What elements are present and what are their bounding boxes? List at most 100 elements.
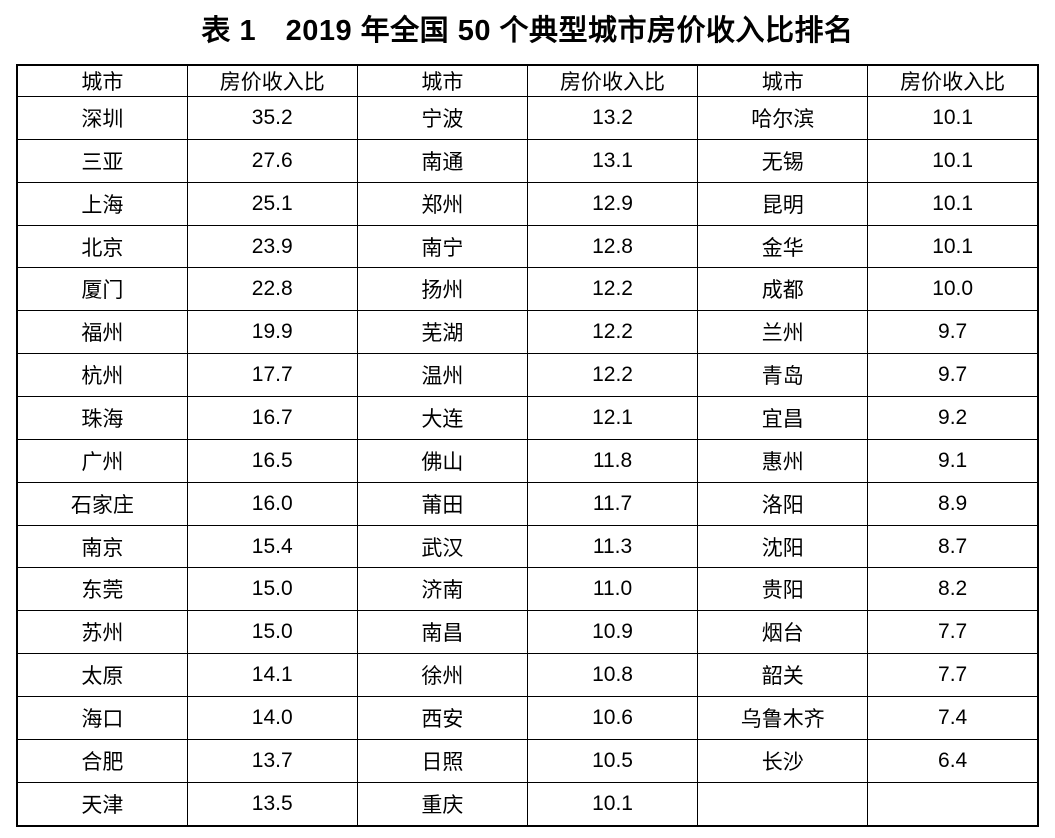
city-cell: 日照	[356, 738, 528, 783]
city-cell: 芜湖	[356, 310, 528, 355]
ratio-cell: 16.7	[186, 396, 358, 440]
city-cell: 东莞	[16, 567, 188, 612]
table-row: 东莞 15.0 济南 11.0 贵阳 8.2	[16, 567, 1039, 612]
ratio-cell: 12.8	[526, 224, 699, 269]
city-cell: 西安	[356, 696, 528, 740]
ratio-cell: 6.4	[867, 738, 1039, 783]
ratio-cell: 12.2	[526, 267, 699, 312]
ratio-cell: 10.6	[526, 696, 699, 740]
city-cell: 福州	[16, 310, 188, 355]
ratio-cell: 12.2	[526, 353, 699, 398]
ratio-cell: 10.5	[526, 738, 699, 783]
ratio-cell: 10.1	[867, 224, 1039, 269]
ratio-cell: 15.0	[186, 610, 358, 655]
ratio-cell: 7.7	[867, 610, 1039, 655]
ratio-cell: 23.9	[186, 224, 358, 269]
city-cell: 哈尔滨	[697, 96, 869, 140]
city-cell: 重庆	[356, 781, 528, 827]
ratio-cell: 9.1	[867, 438, 1039, 483]
ratio-cell: 8.9	[867, 481, 1039, 526]
table-row: 福州 19.9 芜湖 12.2 兰州 9.7	[16, 310, 1039, 355]
table-title: 表 1 2019 年全国 50 个典型城市房价收入比排名	[201, 15, 854, 47]
city-cell: 成都	[697, 267, 869, 312]
city-cell: 昆明	[697, 181, 869, 226]
city-cell: 珠海	[16, 396, 188, 440]
table-row: 广州 16.5 佛山 11.8 惠州 9.1	[16, 438, 1039, 483]
city-cell: 合肥	[16, 738, 188, 783]
table-body: 深圳 35.2 宁波 13.2 哈尔滨 10.1 三亚 27.6 南通 13.1 无锡 10.1 上海 2…	[16, 96, 1039, 827]
table-row: 厦门 22.8 扬州 12.2 成都 10.0	[16, 267, 1039, 312]
city-cell: 沈阳	[697, 524, 869, 569]
city-cell: 广州	[16, 438, 188, 483]
ratio-cell: 12.9	[526, 181, 699, 226]
ratio-cell: 9.7	[867, 353, 1039, 398]
city-cell: 太原	[16, 653, 188, 698]
table-row: 太原 14.1 徐州 10.8 韶关 7.7	[16, 653, 1039, 698]
ratio-cell: 8.2	[867, 567, 1039, 612]
table-row: 天津 13.5 重庆 10.1	[16, 781, 1039, 827]
ratio-cell: 12.2	[526, 310, 699, 355]
ratio-cell: 10.0	[867, 267, 1039, 312]
city-cell: 三亚	[16, 138, 188, 183]
table-row: 三亚 27.6 南通 13.1 无锡 10.1	[16, 138, 1039, 183]
ratio-cell: 27.6	[186, 138, 358, 183]
ratio-cell: 25.1	[186, 181, 358, 226]
ratio-cell: 10.8	[526, 653, 699, 698]
ratio-cell: 22.8	[186, 267, 358, 312]
ratio-cell: 19.9	[186, 310, 358, 355]
ratio-cell: 15.0	[186, 567, 358, 612]
city-cell: 金华	[697, 224, 869, 269]
city-cell: 青岛	[697, 353, 869, 398]
city-cell: 苏州	[16, 610, 188, 655]
city-cell: 南昌	[356, 610, 528, 655]
table-row: 深圳 35.2 宁波 13.2 哈尔滨 10.1	[16, 96, 1039, 140]
ratio-cell: 14.1	[186, 653, 358, 698]
ratio-cell: 11.3	[526, 524, 699, 569]
column-header-ratio: 房价收入比	[526, 64, 699, 97]
city-cell: 大连	[356, 396, 528, 440]
city-cell: 深圳	[16, 96, 188, 140]
ratio-cell: 10.1	[867, 96, 1039, 140]
city-cell: 贵阳	[697, 567, 869, 612]
header-row: 城市 房价收入比 城市 房价收入比 城市 房价收入比	[16, 64, 1039, 97]
table-row: 北京 23.9 南宁 12.8 金华 10.1	[16, 224, 1039, 269]
ratio-cell: 13.2	[526, 96, 699, 140]
ratio-cell: 10.1	[867, 181, 1039, 226]
ratio-cell: 35.2	[186, 96, 358, 140]
city-cell: 石家庄	[16, 481, 188, 526]
ratio-cell: 9.7	[867, 310, 1039, 355]
table-row: 南京 15.4 武汉 11.3 沈阳 8.7	[16, 524, 1039, 569]
city-cell: 杭州	[16, 353, 188, 398]
city-cell: 洛阳	[697, 481, 869, 526]
city-cell: 莆田	[356, 481, 528, 526]
ratio-cell: 11.8	[526, 438, 699, 483]
ratio-cell	[867, 781, 1039, 827]
ratio-cell: 10.1	[867, 138, 1039, 183]
table-row: 珠海 16.7 大连 12.1 宜昌 9.2	[16, 396, 1039, 440]
table-row: 海口 14.0 西安 10.6 乌鲁木齐 7.4	[16, 696, 1039, 740]
city-cell: 南京	[16, 524, 188, 569]
house-price-income-ratio-table: 城市 房价收入比 城市 房价收入比 城市 房价收入比 深圳 35.2 宁波 13.2 哈尔滨 10.…	[16, 64, 1039, 827]
table-row: 上海 25.1 郑州 12.9 昆明 10.1	[16, 181, 1039, 226]
city-cell: 厦门	[16, 267, 188, 312]
ratio-cell: 7.4	[867, 696, 1039, 740]
ratio-cell: 15.4	[186, 524, 358, 569]
ratio-cell: 16.0	[186, 481, 358, 526]
ratio-cell: 11.0	[526, 567, 699, 612]
city-cell: 韶关	[697, 653, 869, 698]
column-header-ratio: 房价收入比	[186, 64, 358, 97]
city-cell: 宁波	[356, 96, 528, 140]
city-cell: 无锡	[697, 138, 869, 183]
city-cell: 乌鲁木齐	[697, 696, 869, 740]
ratio-cell: 8.7	[867, 524, 1039, 569]
ratio-cell: 13.5	[186, 781, 358, 827]
city-cell: 烟台	[697, 610, 869, 655]
ratio-cell: 16.5	[186, 438, 358, 483]
table-header: 城市 房价收入比 城市 房价收入比 城市 房价收入比	[16, 64, 1039, 97]
city-cell: 海口	[16, 696, 188, 740]
city-cell: 佛山	[356, 438, 528, 483]
ratio-cell: 12.1	[526, 396, 699, 440]
ratio-cell: 14.0	[186, 696, 358, 740]
city-cell: 惠州	[697, 438, 869, 483]
city-cell: 兰州	[697, 310, 869, 355]
